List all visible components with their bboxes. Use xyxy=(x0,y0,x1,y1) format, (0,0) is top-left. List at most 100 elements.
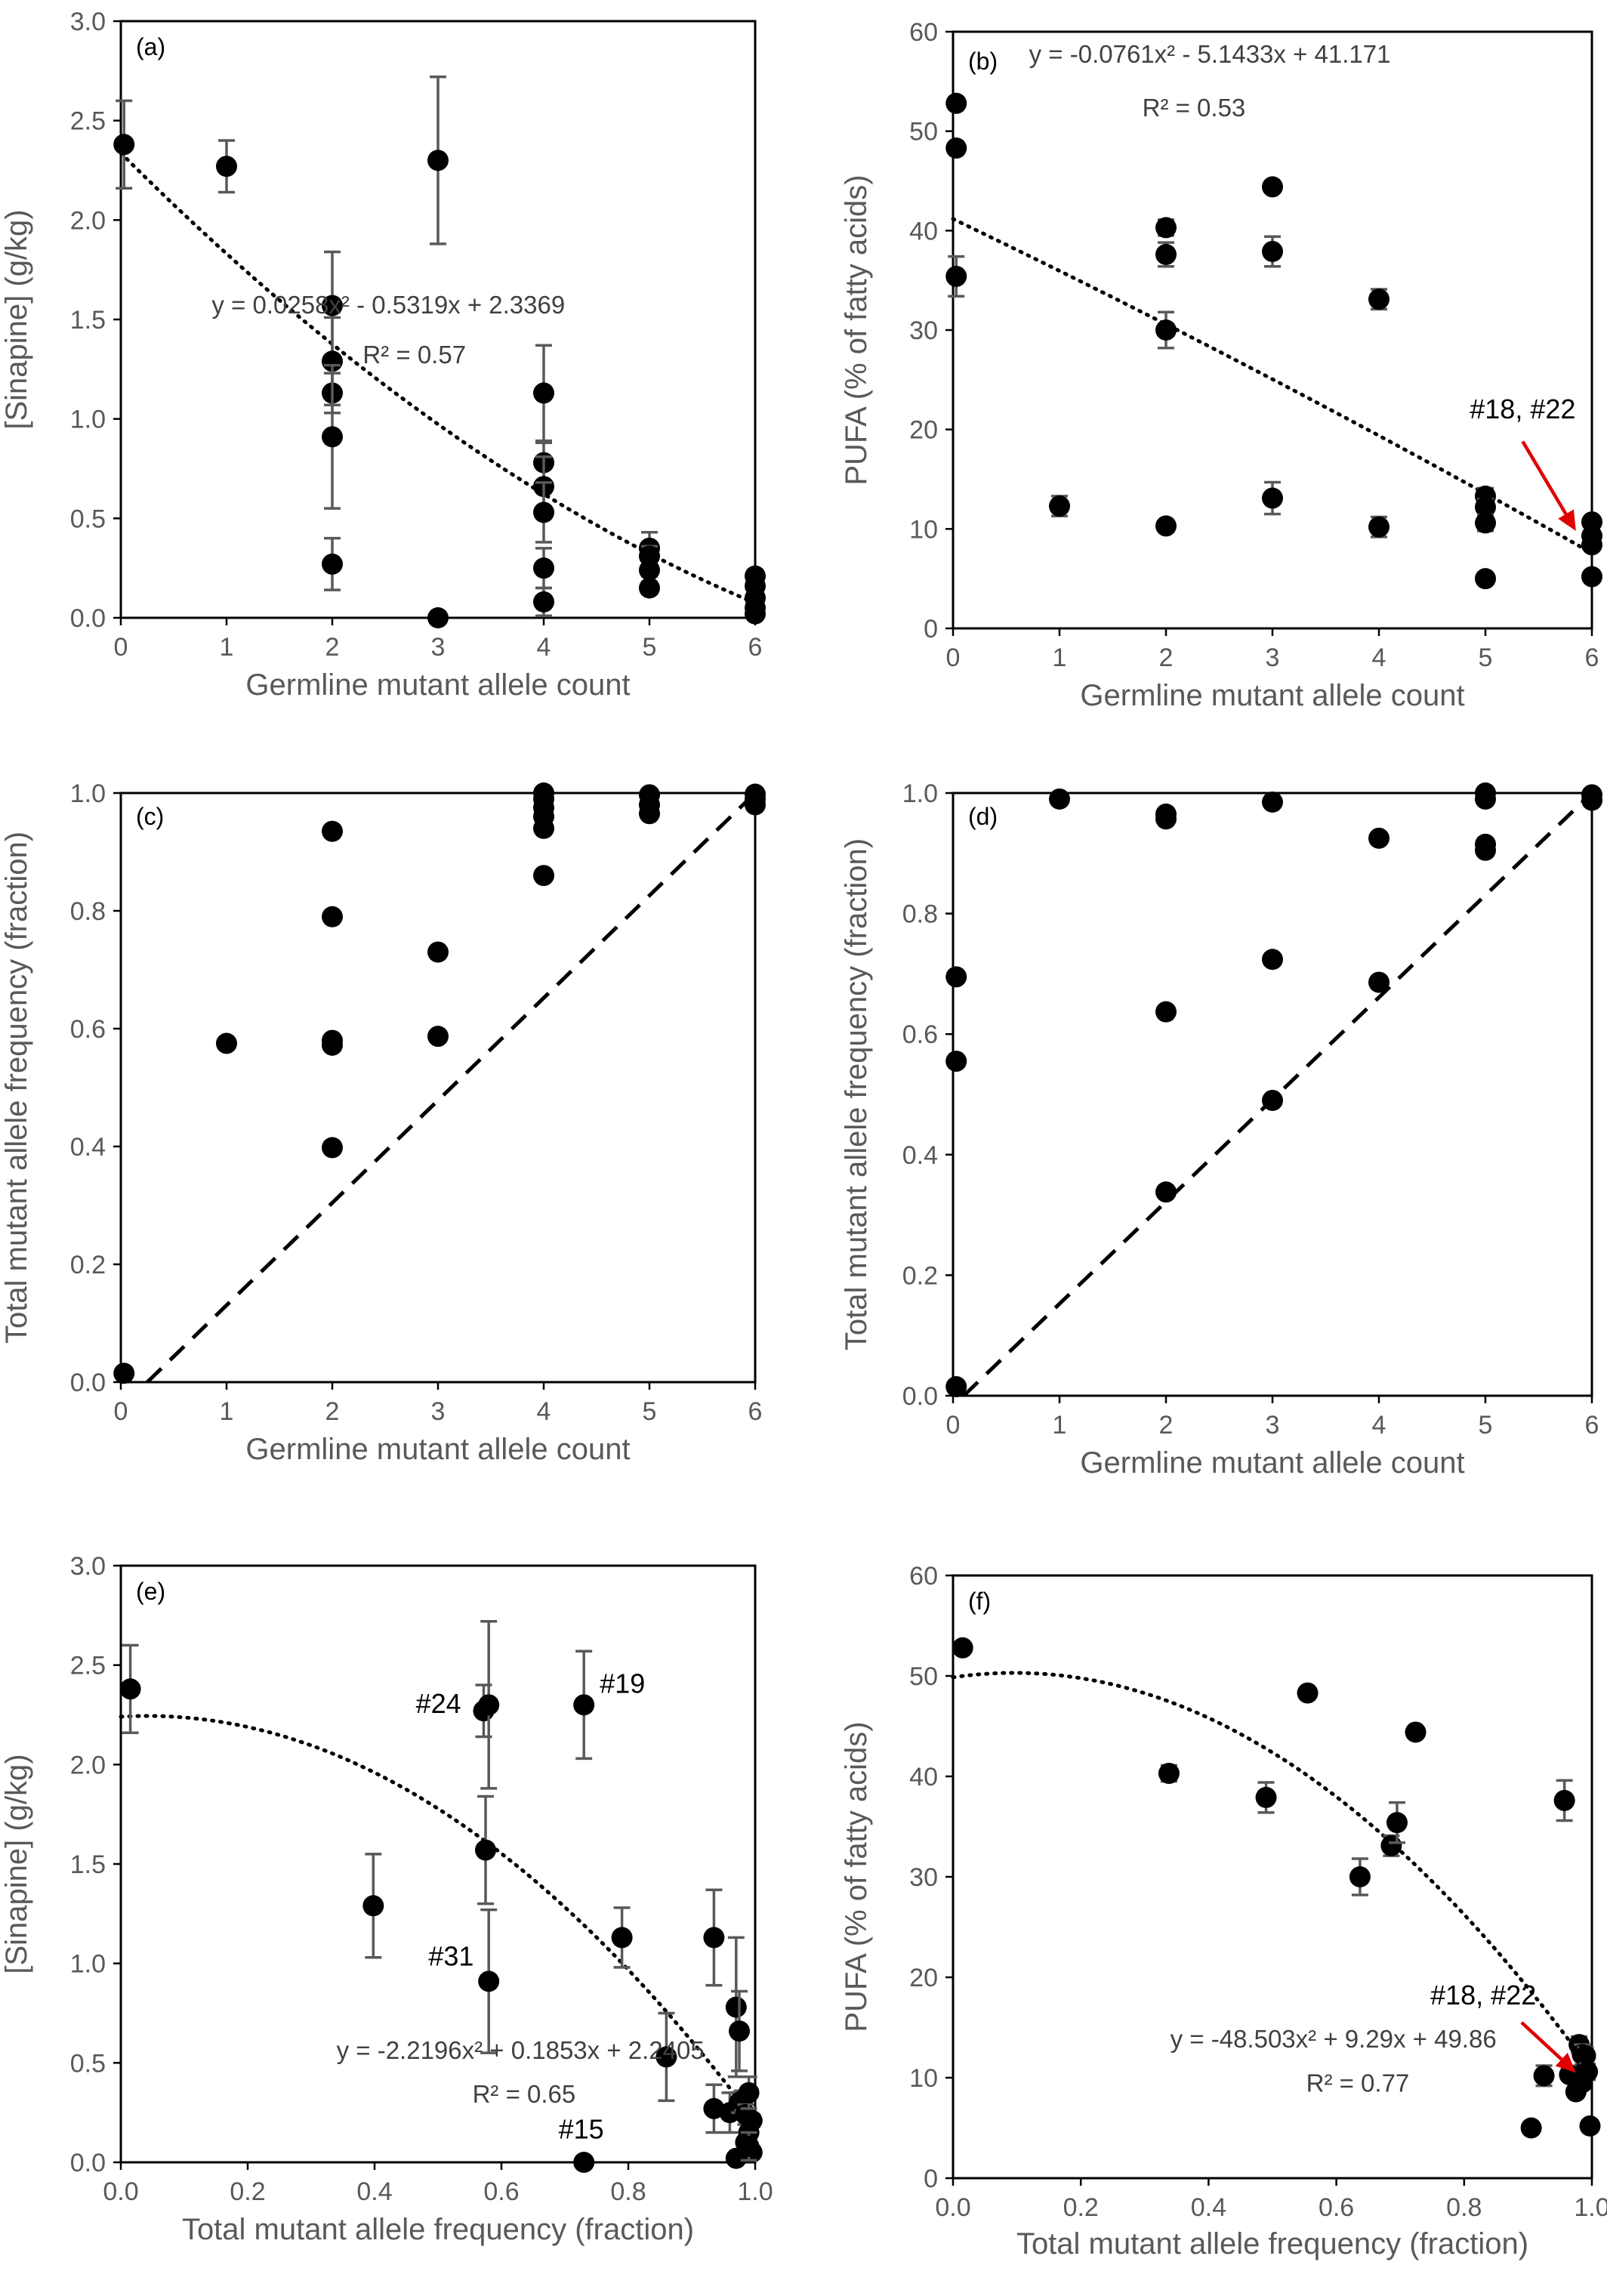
panel-d: 0.0 0.2 0.4 0.6 0.8 1.0 0 1 2 3 4 5 6 Germline mutant… xyxy=(840,779,1602,1480)
x-tick-label: 2 xyxy=(325,633,340,662)
x-axis-label: Total mutant allele frequency (fraction) xyxy=(1016,2227,1528,2261)
data-point xyxy=(427,607,449,628)
y-tick-label: 1.0 xyxy=(70,406,106,434)
trend-r2: R² = 0.57 xyxy=(362,341,466,369)
data-point xyxy=(703,1927,725,1949)
data-point xyxy=(639,577,660,599)
x-tick-label: 4 xyxy=(1372,643,1386,672)
data-point xyxy=(1255,1786,1277,1808)
data-point xyxy=(216,1032,237,1054)
plot-frame xyxy=(119,792,757,1384)
panel-c: 0.0 0.2 0.4 0.6 0.8 1.0 0 1 2 3 4 5 6 Germline mutant… xyxy=(0,779,766,1466)
data-point xyxy=(1262,176,1283,198)
x-tick-label: 6 xyxy=(748,1397,763,1426)
data-point xyxy=(216,156,237,177)
y-tick-label: 0.6 xyxy=(902,1020,938,1049)
data-point xyxy=(1581,534,1602,556)
x-tick-label: 0.8 xyxy=(610,2177,646,2206)
data-point xyxy=(729,2020,750,2042)
panel-label: (c) xyxy=(136,803,164,830)
data-point xyxy=(1533,2065,1555,2087)
data-point xyxy=(1575,2044,1596,2066)
data-point xyxy=(1581,789,1602,811)
data-point xyxy=(533,501,554,523)
panel-b: 0 10 20 30 40 50 60 0 1 2 3 4 5 6 Germline mutant alle… xyxy=(840,18,1602,712)
data-point xyxy=(1368,827,1390,849)
x-tick-label: 6 xyxy=(748,633,763,662)
data-point xyxy=(1158,1763,1180,1785)
data-point xyxy=(573,1694,595,1716)
data-point xyxy=(945,1051,967,1072)
data-point xyxy=(703,2097,725,2119)
trend-equation: y = -2.2196x² + 0.1853x + 2.2405 xyxy=(337,2036,705,2064)
x-tick-label: 0.0 xyxy=(935,2193,970,2222)
trend-equation: y = -48.503x² + 9.29x + 49.86 xyxy=(1171,2025,1497,2053)
data-point xyxy=(745,794,766,816)
data-point xyxy=(1380,1835,1402,1856)
data-point xyxy=(573,2152,595,2173)
data-point xyxy=(1405,1721,1427,1743)
x-tick-label: 1.0 xyxy=(737,2177,773,2206)
y-tick-label: 0.5 xyxy=(70,2049,106,2078)
y-tick-label: 0 xyxy=(924,2165,938,2193)
data-point xyxy=(533,382,554,404)
data-point xyxy=(322,1034,343,1056)
y-tick-label: 30 xyxy=(909,316,938,345)
data-point xyxy=(322,295,343,316)
data-point xyxy=(639,559,660,581)
x-tick-label: 0.2 xyxy=(1063,2193,1099,2222)
x-axis-label: Germline mutant allele count xyxy=(245,1433,630,1466)
y-tick-label: 2.5 xyxy=(70,1652,106,1680)
y-tick-label: 60 xyxy=(909,18,938,47)
annotation-arrow xyxy=(1520,2021,1563,2061)
data-point xyxy=(1049,495,1070,517)
identity-line xyxy=(962,792,1593,1397)
x-tick-label: 1 xyxy=(220,1397,234,1426)
x-tick-label: 0.8 xyxy=(1446,2193,1482,2222)
annotation-label: #18, #22 xyxy=(1470,393,1575,424)
x-tick-label: 4 xyxy=(1372,1411,1386,1440)
y-tick-label: 0.5 xyxy=(70,505,106,533)
x-tick-label: 5 xyxy=(1479,1411,1493,1440)
data-point xyxy=(475,1839,496,1861)
data-point xyxy=(952,1637,973,1659)
data-point xyxy=(945,92,967,114)
x-tick-label: 5 xyxy=(643,633,657,662)
y-tick-label: 0.4 xyxy=(70,1133,106,1162)
y-tick-label: 0.0 xyxy=(70,604,106,633)
x-tick-label: 0.0 xyxy=(103,2177,138,2206)
data-point xyxy=(1368,516,1390,538)
y-tick-label: 3.0 xyxy=(70,8,106,36)
data-point xyxy=(1553,1789,1575,1811)
x-tick-label: 4 xyxy=(537,633,551,662)
y-axis-label: [Sinapine] (g/kg) xyxy=(0,1754,33,1974)
data-point xyxy=(738,2135,760,2157)
x-tick-label: 0 xyxy=(946,1411,961,1440)
x-tick-label: 2 xyxy=(325,1397,340,1426)
data-point xyxy=(1262,949,1283,971)
data-point xyxy=(1155,808,1177,830)
annotation-arrow xyxy=(1521,440,1568,515)
y-tick-label: 10 xyxy=(909,515,938,544)
data-point xyxy=(1155,1181,1177,1203)
data-point xyxy=(1155,515,1177,537)
panel-f: 0 10 20 30 40 50 60 0.0 0.2 0.4 0.6 0.8 1.0 Total mut… xyxy=(840,1562,1607,2261)
y-tick-label: 1.5 xyxy=(70,1850,106,1879)
y-tick-label: 0.0 xyxy=(902,1382,938,1411)
data-point xyxy=(362,1895,384,1917)
y-tick-label: 10 xyxy=(909,2064,938,2093)
data-point xyxy=(725,1996,747,2018)
data-point xyxy=(1368,971,1390,993)
x-axis-label: Total mutant allele frequency (fraction) xyxy=(182,2213,694,2246)
y-tick-label: 1.5 xyxy=(70,306,106,335)
point-label: #19 xyxy=(600,1668,645,1699)
data-point xyxy=(113,134,135,156)
y-tick-label: 2.0 xyxy=(70,1751,106,1779)
y-tick-label: 0.0 xyxy=(70,2149,106,2177)
plot-frame xyxy=(952,1574,1593,2180)
data-point xyxy=(945,265,967,287)
data-point xyxy=(1520,2117,1542,2139)
x-tick-label: 3 xyxy=(1266,1411,1280,1440)
plot-frame xyxy=(119,1564,757,2164)
